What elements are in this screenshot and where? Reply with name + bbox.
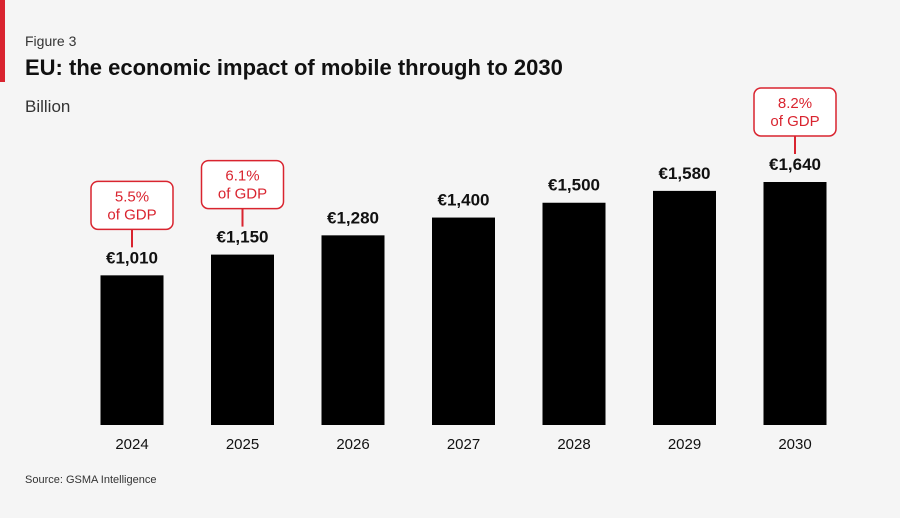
gdp-callout-2030 xyxy=(753,87,837,137)
gdp-callout-text-2024-2: of GDP xyxy=(107,206,156,223)
bar-2025 xyxy=(211,254,274,425)
gdp-callout-text-2030-2: of GDP xyxy=(770,113,819,130)
bar-2028 xyxy=(542,202,606,425)
unit-label: Billion xyxy=(25,97,71,116)
data-label-2025: €1,150 xyxy=(217,228,269,247)
bar-2024 xyxy=(100,275,164,425)
x-tick-label-2027: 2027 xyxy=(447,436,480,453)
bar-2026 xyxy=(321,235,385,425)
figure-label: Figure 3 xyxy=(25,33,77,49)
data-label-2029: €1,580 xyxy=(659,164,711,183)
gdp-callout-text-2030-1: 8.2% xyxy=(778,95,812,112)
data-label-2027: €1,400 xyxy=(438,191,490,210)
x-tick-label-2025: 2025 xyxy=(226,436,259,453)
bar-2029 xyxy=(653,190,716,425)
data-label-2028: €1,500 xyxy=(548,176,600,195)
x-tick-label-2029: 2029 xyxy=(668,436,701,453)
chart-title: EU: the economic impact of mobile throug… xyxy=(25,55,563,80)
x-tick-label-2030: 2030 xyxy=(778,436,811,453)
data-label-2030: €1,640 xyxy=(769,155,821,174)
gdp-callout-text-2024-1: 5.5% xyxy=(115,188,149,205)
data-label-2026: €1,280 xyxy=(327,208,379,227)
x-tick-label-2026: 2026 xyxy=(336,436,369,453)
gdp-callout-text-2025-2: of GDP xyxy=(218,186,267,203)
gdp-callout-text-2025-1: 6.1% xyxy=(225,168,259,185)
gdp-callout-2025 xyxy=(200,159,285,210)
bar-2027 xyxy=(432,217,495,425)
source-note: Source: GSMA Intelligence xyxy=(25,474,157,486)
bar-2030 xyxy=(763,182,827,425)
x-tick-label-2024: 2024 xyxy=(115,436,148,453)
gdp-callout-2024 xyxy=(90,180,174,231)
data-label-2024: €1,010 xyxy=(106,248,158,267)
x-tick-label-2028: 2028 xyxy=(557,436,590,453)
accent-bar xyxy=(0,0,5,82)
